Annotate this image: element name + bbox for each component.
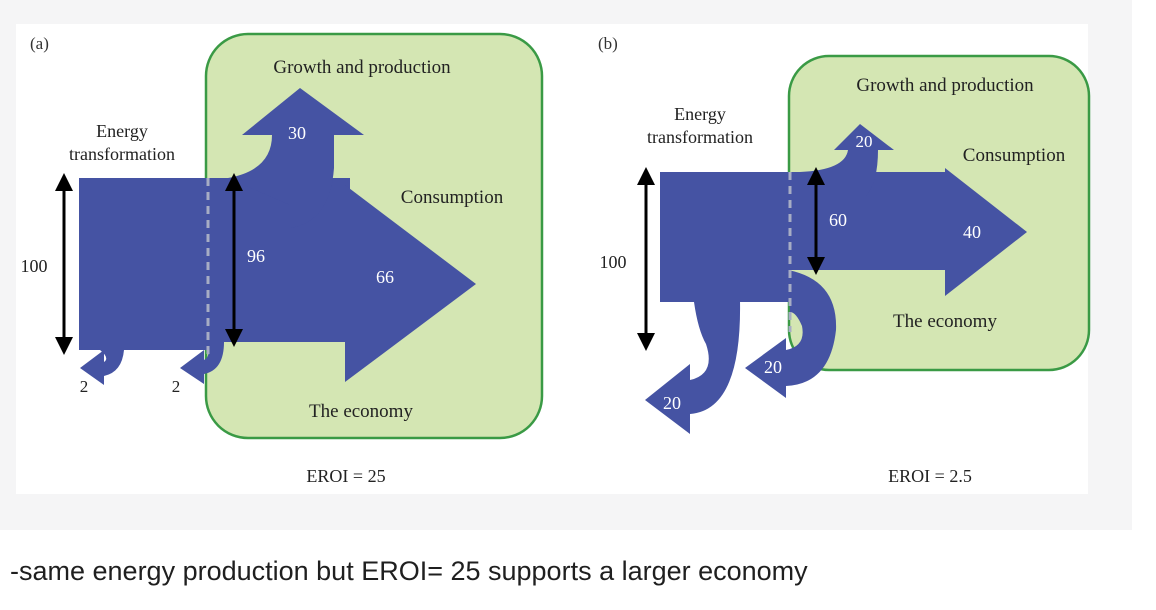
loss2-value-a: 2	[172, 377, 181, 396]
eroi-label-a: EROI = 25	[306, 466, 385, 486]
growth-value-b: 20	[856, 132, 873, 151]
consumption-value-b: 40	[963, 222, 981, 242]
energy-source-block-a	[79, 178, 209, 350]
growth-arrow-a	[228, 88, 364, 228]
input-value-b: 100	[600, 252, 627, 272]
consumption-value-a: 66	[376, 267, 394, 287]
energy-transformation-label-b2: transformation	[647, 127, 753, 147]
eroi-label-b: EROI = 2.5	[888, 466, 972, 486]
loss1-value-a: 2	[80, 377, 89, 396]
growth-label-b: Growth and production	[856, 75, 1034, 96]
loss2-value-b: 20	[764, 357, 782, 377]
caption-text: -same energy production but EROI= 25 sup…	[10, 556, 808, 586]
growth-value-a: 30	[288, 123, 306, 143]
panel-b-label: (b)	[598, 34, 618, 53]
panel-a-label: (a)	[30, 34, 49, 53]
loss-curl-a1	[80, 350, 124, 385]
input-value-a: 100	[21, 256, 48, 276]
loss-curl-b1	[645, 300, 741, 434]
growth-label-a: Growth and production	[273, 57, 451, 78]
loss-curl-a2	[180, 342, 224, 384]
energy-transformation-label-b1: Energy	[674, 104, 726, 124]
consumption-label-a: Consumption	[401, 187, 504, 208]
net-value-a: 96	[247, 246, 265, 266]
loss-curl-b2	[745, 270, 837, 398]
consumption-arrow-a	[300, 185, 476, 382]
energy-transformation-label-a1: Energy	[96, 121, 148, 141]
consumption-label-b: Consumption	[963, 145, 1066, 166]
energy-transformation-label-a2: transformation	[69, 144, 175, 164]
economy-label-b: The economy	[893, 311, 997, 332]
panel-a: (a) Energy transformation Growth and pro…	[21, 32, 544, 486]
panel-b: (b) Energy transformation Growth and pro…	[598, 34, 1091, 486]
economy-label-a: The economy	[309, 401, 413, 422]
consumption-arrow-b	[786, 168, 1027, 296]
net-value-b: 60	[829, 210, 847, 230]
loss1-value-b: 20	[663, 393, 681, 413]
eroi-diagram: (a) Energy transformation Growth and pro…	[21, 32, 1091, 486]
energy-source-block-b	[660, 172, 790, 302]
